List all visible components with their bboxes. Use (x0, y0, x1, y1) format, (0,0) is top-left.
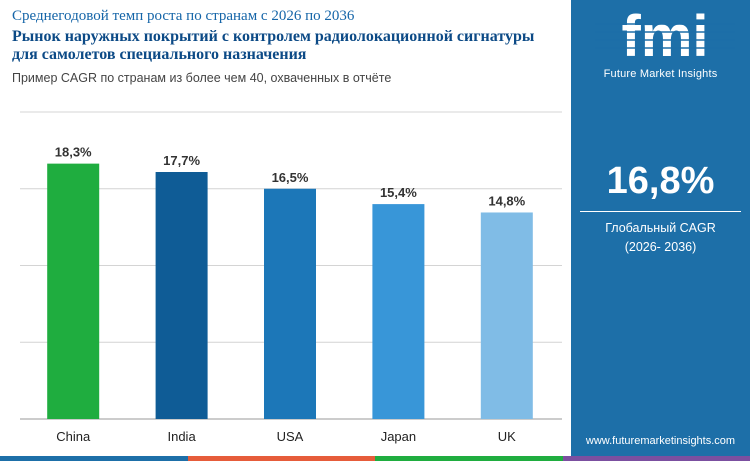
x-tick-label-india: India (167, 429, 196, 444)
bar-uk (480, 212, 533, 419)
x-tick-label-japan: Japan (381, 429, 416, 444)
x-tick-label-china: China (56, 429, 91, 444)
data-label-japan: 15,4% (380, 185, 417, 200)
fmi-logo: fmi (595, 10, 735, 62)
divider (580, 211, 741, 212)
data-label-uk: 14,8% (488, 193, 525, 208)
global-cagr-label: Глобальный CAGR (2026- 2036) (571, 219, 750, 257)
website-link[interactable]: www.futuremarketinsights.com (585, 435, 736, 447)
strip-segment (562, 456, 750, 461)
cagr-label-line1: Глобальный CAGR (605, 221, 716, 235)
strip-segment (375, 456, 563, 461)
chart-subtitle: Пример CAGR по странам из более чем 40, … (12, 71, 392, 85)
data-label-china: 18,3% (55, 145, 92, 160)
cagr-label-line2: (2026- 2036) (624, 240, 697, 254)
chart-kicker: Среднегодовой темп роста по странам с 20… (12, 8, 355, 24)
data-label-india: 17,7% (163, 153, 200, 168)
data-label-usa: 16,5% (272, 170, 309, 185)
x-tick-label-uk: UK (498, 429, 516, 444)
strip-segment (187, 456, 375, 461)
bottom-color-strip (0, 456, 750, 461)
bar-usa (264, 188, 316, 419)
sidebar: fmi Future Market Insights 16,8% Глобаль… (571, 0, 750, 461)
chart-panel: Среднегодовой темп роста по странам с 20… (12, 8, 562, 444)
bar-japan (372, 204, 425, 419)
global-cagr-value: 16,8% (606, 160, 715, 202)
bar-india (155, 172, 208, 419)
bar-china (47, 163, 100, 419)
x-tick-label-usa: USA (277, 429, 304, 444)
bar-chart: 18,3% China 17,7% India 16,5% USA 15,4% Japan 14… (20, 111, 562, 444)
strip-segment (0, 456, 188, 461)
logo-text: fmi (622, 10, 709, 62)
chart-title: Рынок наружных покрытий с контролем ради… (12, 28, 535, 63)
logo-subtitle: Future Market Insights (603, 68, 718, 80)
